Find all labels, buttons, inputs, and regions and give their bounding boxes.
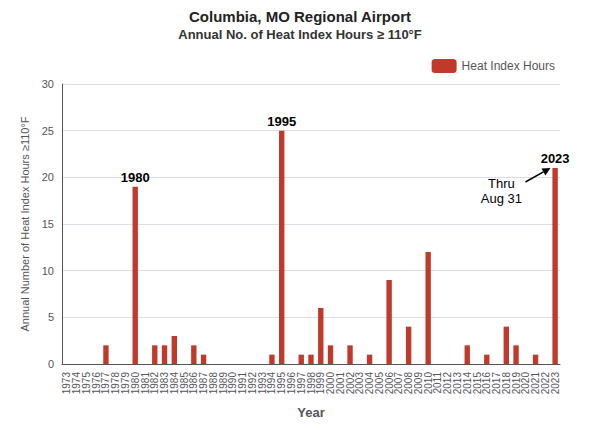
svg-text:1992: 1992 — [246, 372, 258, 395]
svg-text:Aug 31: Aug 31 — [481, 191, 522, 206]
svg-text:15: 15 — [42, 218, 54, 230]
svg-text:Columbia, MO Regional Airport: Columbia, MO Regional Airport — [189, 8, 411, 25]
svg-text:Thru: Thru — [488, 176, 515, 191]
svg-text:25: 25 — [42, 125, 54, 137]
svg-text:2023: 2023 — [541, 151, 570, 166]
svg-text:1989: 1989 — [217, 372, 229, 395]
svg-text:2003: 2003 — [354, 372, 366, 395]
svg-text:1975: 1975 — [80, 372, 92, 395]
svg-text:2015: 2015 — [471, 372, 483, 395]
svg-text:2017: 2017 — [491, 372, 502, 395]
svg-text:2004: 2004 — [364, 372, 376, 395]
svg-text:1978: 1978 — [110, 372, 122, 395]
svg-text:1984: 1984 — [168, 372, 180, 395]
svg-text:1976: 1976 — [90, 372, 102, 395]
svg-text:1982: 1982 — [149, 372, 161, 395]
svg-text:1974: 1974 — [71, 372, 83, 395]
svg-text:Annual No. of Heat Index Hours: Annual No. of Heat Index Hours ≥ 110°F — [178, 27, 422, 42]
svg-text:2002: 2002 — [344, 372, 356, 395]
svg-text:2019: 2019 — [510, 372, 522, 395]
svg-text:1997: 1997 — [295, 372, 307, 395]
svg-text:2012: 2012 — [442, 372, 454, 395]
svg-text:1995: 1995 — [276, 372, 288, 395]
svg-text:1983: 1983 — [159, 372, 170, 395]
svg-text:1973: 1973 — [61, 372, 73, 395]
svg-text:2020: 2020 — [520, 372, 532, 395]
svg-text:2009: 2009 — [412, 372, 424, 395]
svg-text:10: 10 — [42, 265, 54, 277]
svg-text:1977: 1977 — [100, 372, 112, 395]
svg-text:1988: 1988 — [207, 372, 219, 395]
svg-text:Heat Index Hours: Heat Index Hours — [462, 59, 555, 73]
svg-text:2011: 2011 — [432, 372, 444, 394]
svg-text:1996: 1996 — [286, 372, 297, 395]
svg-text:20: 20 — [42, 171, 54, 183]
svg-text:1979: 1979 — [120, 372, 131, 395]
svg-text:2007: 2007 — [393, 372, 405, 395]
svg-text:1990: 1990 — [227, 372, 239, 395]
svg-text:2013: 2013 — [452, 372, 463, 395]
svg-text:2010: 2010 — [422, 372, 434, 395]
svg-text:1980: 1980 — [121, 170, 150, 185]
svg-text:1995: 1995 — [267, 114, 296, 129]
svg-text:1980: 1980 — [129, 372, 141, 395]
svg-text:Year: Year — [297, 405, 324, 420]
svg-text:2014: 2014 — [461, 372, 473, 395]
svg-text:30: 30 — [42, 78, 54, 90]
svg-text:1981: 1981 — [139, 372, 151, 395]
svg-text:1994: 1994 — [266, 372, 278, 395]
svg-text:1991: 1991 — [237, 372, 249, 395]
svg-text:2006: 2006 — [383, 372, 395, 395]
svg-text:2005: 2005 — [373, 372, 385, 395]
svg-text:0: 0 — [48, 358, 54, 370]
svg-text:2018: 2018 — [500, 372, 512, 395]
svg-text:5: 5 — [48, 311, 54, 323]
svg-text:1987: 1987 — [198, 372, 210, 395]
svg-text:Annual Number of Heat Index Ho: Annual Number of Heat Index Hours ≥110°F — [19, 116, 31, 331]
svg-text:1985: 1985 — [178, 372, 190, 395]
svg-text:2008: 2008 — [403, 372, 415, 395]
svg-text:1998: 1998 — [305, 372, 317, 395]
svg-text:2001: 2001 — [334, 372, 346, 395]
svg-text:1999: 1999 — [315, 372, 327, 395]
svg-text:2021: 2021 — [530, 372, 542, 395]
svg-text:2023: 2023 — [550, 372, 561, 395]
svg-text:1986: 1986 — [188, 372, 200, 395]
svg-text:2000: 2000 — [325, 372, 336, 395]
svg-text:2022: 2022 — [539, 372, 551, 395]
svg-text:1993: 1993 — [256, 372, 268, 395]
svg-text:2016: 2016 — [481, 372, 493, 395]
